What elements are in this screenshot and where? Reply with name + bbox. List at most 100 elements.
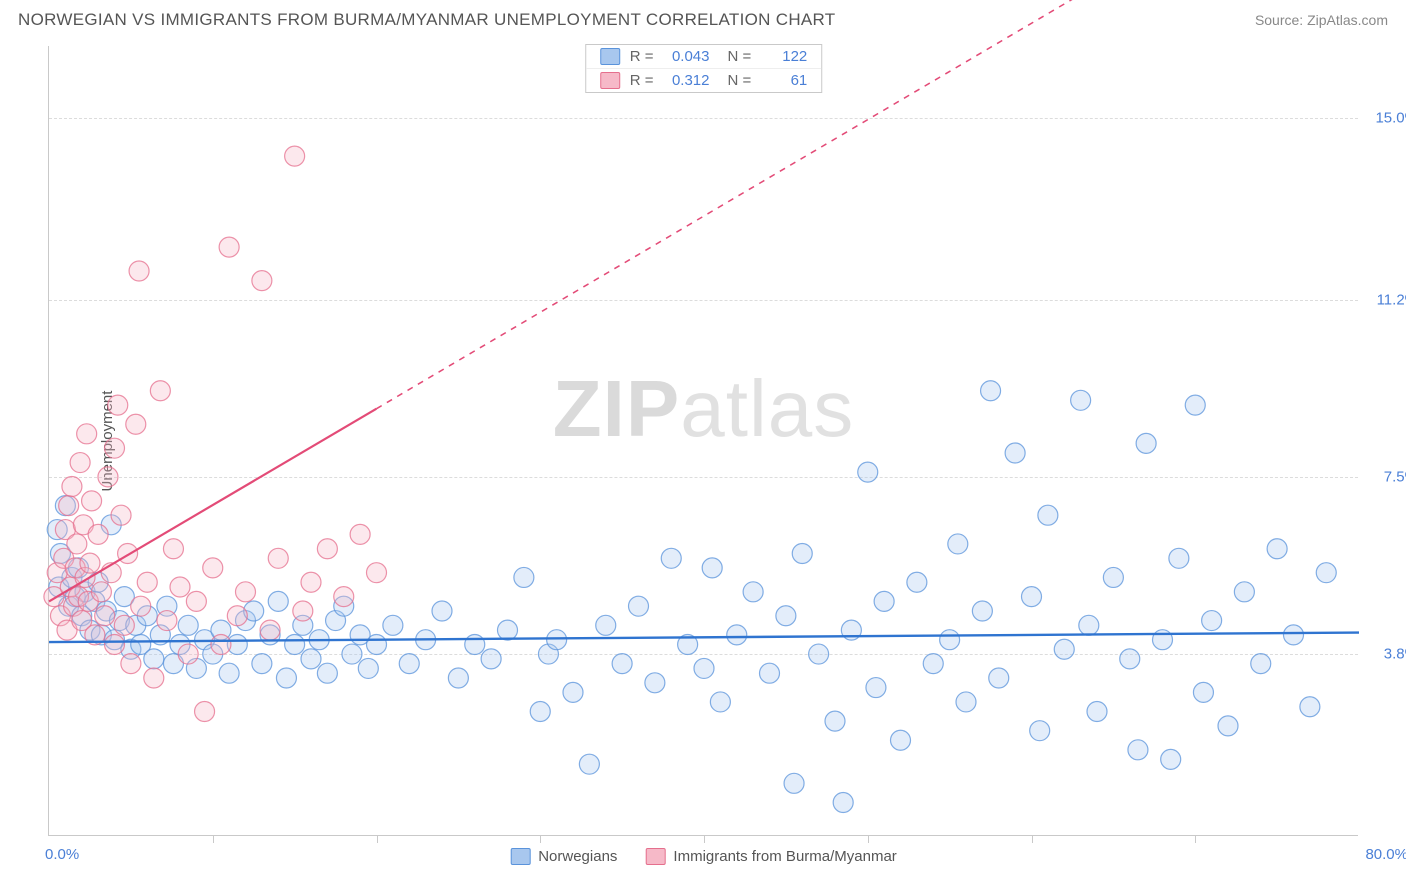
data-point xyxy=(260,620,280,640)
trend-line-dashed xyxy=(377,0,1360,409)
data-point xyxy=(1054,639,1074,659)
data-point xyxy=(1234,582,1254,602)
data-point xyxy=(1120,649,1140,669)
data-point xyxy=(989,668,1009,688)
correlation-legend: R =0.043N =122R =0.312N =61 xyxy=(585,44,823,93)
data-point xyxy=(80,553,100,573)
data-point xyxy=(498,620,518,640)
data-point xyxy=(956,692,976,712)
data-point xyxy=(367,634,387,654)
data-point xyxy=(629,596,649,616)
data-point xyxy=(186,591,206,611)
data-point xyxy=(1218,716,1238,736)
data-point xyxy=(252,271,272,291)
x-tick xyxy=(540,835,541,843)
data-point xyxy=(981,381,1001,401)
data-point xyxy=(367,563,387,583)
x-axis-max-label: 80.0% xyxy=(1365,846,1406,863)
data-point xyxy=(825,711,845,731)
data-point xyxy=(743,582,763,602)
data-point xyxy=(144,649,164,669)
data-point xyxy=(219,663,239,683)
data-point xyxy=(285,634,305,654)
data-point xyxy=(163,539,183,559)
data-point xyxy=(866,678,886,698)
data-point xyxy=(334,587,354,607)
data-point xyxy=(612,654,632,674)
data-point xyxy=(383,615,403,635)
data-point xyxy=(88,524,108,544)
data-point xyxy=(1128,740,1148,760)
source-label: Source: ZipAtlas.com xyxy=(1255,12,1388,28)
data-point xyxy=(809,644,829,664)
data-point xyxy=(776,606,796,626)
data-point xyxy=(301,572,321,592)
legend-swatch xyxy=(600,72,620,89)
data-point xyxy=(98,467,118,487)
data-point xyxy=(547,630,567,650)
data-point xyxy=(702,558,722,578)
data-point xyxy=(710,692,730,712)
y-tick-label: 15.0% xyxy=(1363,109,1406,126)
legend-item: Norwegians xyxy=(510,848,617,865)
data-point xyxy=(645,673,665,693)
legend-n-value: 122 xyxy=(761,48,807,65)
data-point xyxy=(891,730,911,750)
data-point xyxy=(760,663,780,683)
data-point xyxy=(579,754,599,774)
legend-r-value: 0.043 xyxy=(664,48,710,65)
data-point xyxy=(874,591,894,611)
legend-item: Immigrants from Burma/Myanmar xyxy=(645,848,896,865)
x-tick xyxy=(868,835,869,843)
data-point xyxy=(1022,587,1042,607)
data-point xyxy=(219,237,239,257)
data-point xyxy=(121,654,141,674)
data-point xyxy=(91,582,111,602)
data-point xyxy=(178,644,198,664)
data-point xyxy=(1202,611,1222,631)
legend-row: R =0.043N =122 xyxy=(586,45,822,68)
data-point xyxy=(661,548,681,568)
data-point xyxy=(150,381,170,401)
x-tick xyxy=(704,835,705,843)
legend-n-label: N = xyxy=(728,48,752,65)
data-point xyxy=(114,615,134,635)
data-point xyxy=(1087,702,1107,722)
data-point xyxy=(342,644,362,664)
data-point xyxy=(1284,625,1304,645)
data-point xyxy=(399,654,419,674)
x-tick xyxy=(377,835,378,843)
data-point xyxy=(131,596,151,616)
data-point xyxy=(1169,548,1189,568)
data-point xyxy=(1071,390,1091,410)
data-point xyxy=(70,453,90,473)
y-tick-label: 3.8% xyxy=(1363,646,1406,663)
data-point xyxy=(1030,721,1050,741)
data-point xyxy=(157,611,177,631)
chart-title: NORWEGIAN VS IMMIGRANTS FROM BURMA/MYANM… xyxy=(18,10,836,30)
legend-r-value: 0.312 xyxy=(664,72,710,89)
y-tick-label: 7.5% xyxy=(1363,468,1406,485)
data-point xyxy=(301,649,321,669)
chart-area: Unemployment ZIPatlas 3.8%7.5%11.2%15.0%… xyxy=(48,46,1358,836)
x-tick xyxy=(213,835,214,843)
data-point xyxy=(1316,563,1336,583)
data-point xyxy=(317,663,337,683)
x-axis-min-label: 0.0% xyxy=(45,846,79,863)
data-point xyxy=(530,702,550,722)
data-point xyxy=(1079,615,1099,635)
x-tick xyxy=(1195,835,1196,843)
data-point xyxy=(907,572,927,592)
data-point xyxy=(1161,749,1181,769)
data-point xyxy=(1193,682,1213,702)
data-point xyxy=(105,438,125,458)
data-point xyxy=(1038,505,1058,525)
data-point xyxy=(1005,443,1025,463)
data-point xyxy=(293,601,313,621)
data-point xyxy=(276,668,296,688)
data-point xyxy=(432,601,452,621)
legend-n-value: 61 xyxy=(761,72,807,89)
data-point xyxy=(268,591,288,611)
data-point xyxy=(268,548,288,568)
data-point xyxy=(1153,630,1173,650)
